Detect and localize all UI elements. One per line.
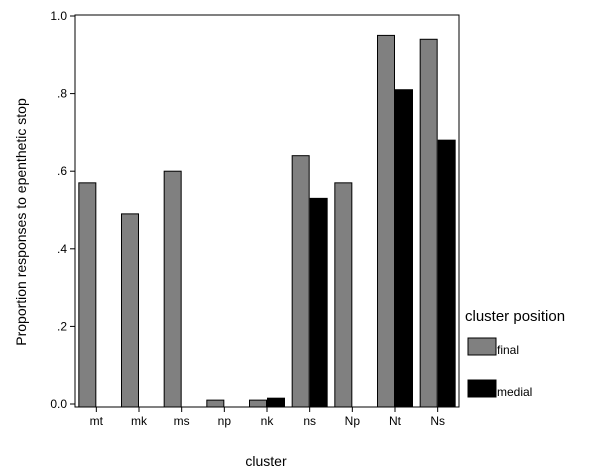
x-tick-label: np [218,414,232,428]
y-tick-label: 1.0 [50,9,67,23]
y-tick-label: .8 [57,87,67,101]
bar-medial-Nt [395,89,413,408]
bars [78,34,456,408]
bar-final-Nt [377,34,395,408]
y-tick-label: .4 [57,242,67,256]
bar-medial-ns [309,197,328,408]
legend: cluster position final medial [465,308,565,399]
x-tick-label: Nt [389,414,402,428]
y-tick-label: .6 [57,164,67,178]
bar-final-mk [121,213,139,408]
bar-final-ms [163,170,182,408]
x-axis: mt mk ms np nk ns Np Nt Ns [90,407,445,428]
y-axis: 0.0 .2 .4 .6 .8 1.0 [50,9,75,411]
bar-medial-nk [267,397,285,408]
y-tick-label: 0.0 [50,397,67,411]
bar-final-Ns [419,38,438,408]
bar-final-Np [334,182,353,408]
bar-final-nk [249,399,267,408]
x-tick-label: nk [261,414,275,428]
x-tick-label: Np [345,414,361,428]
legend-label-final: final [497,343,519,357]
bar-final-ns [291,155,310,408]
legend-title: cluster position [465,308,565,325]
legend-swatch-final [467,337,497,356]
bar-medial-Ns [437,139,456,408]
x-tick-label: ms [174,414,190,428]
bar-final-np [206,399,225,408]
x-tick-label: mk [131,414,148,428]
y-tick-label: .2 [57,319,67,333]
legend-swatch-medial [467,379,497,398]
x-tick-label: ns [303,414,316,428]
y-axis-title: Proportion responses to epenthetic stop [13,98,29,346]
legend-label-medial: medial [497,385,532,399]
x-tick-label: Ns [430,414,445,428]
x-axis-title: cluster [245,453,287,469]
x-tick-label: mt [90,414,104,428]
bar-final-mt [78,182,97,408]
